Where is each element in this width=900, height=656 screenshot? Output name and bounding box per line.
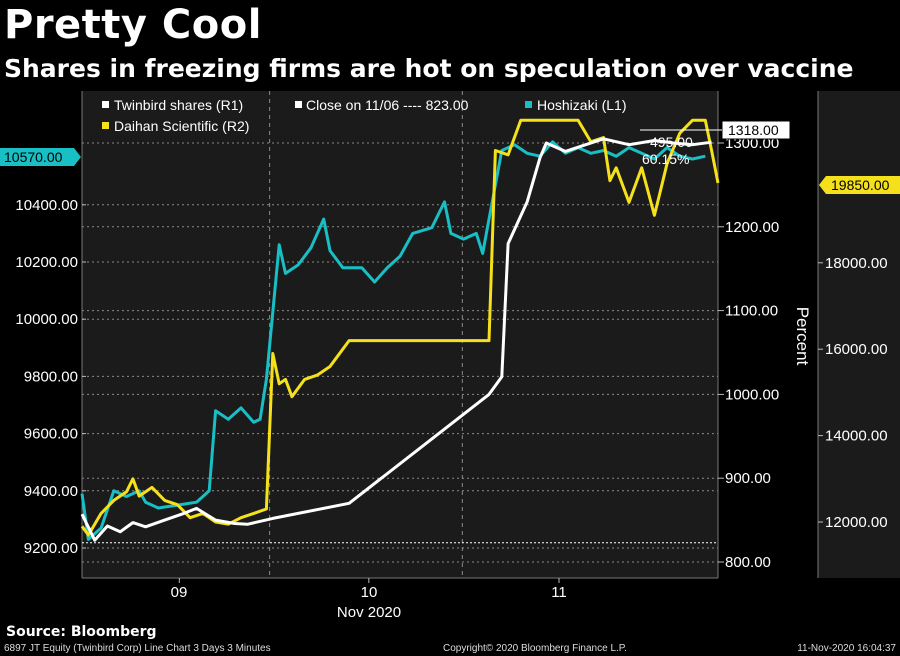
legend-swatch-close bbox=[295, 101, 302, 108]
x-tick-label-11: 11 bbox=[551, 584, 567, 601]
hoshizaki-last-label: 10570.00 bbox=[4, 149, 63, 165]
l1-tick-label: 10400.00 bbox=[15, 197, 78, 214]
legend-label-hoshizaki: Hoshizaki (L1) bbox=[537, 97, 626, 113]
daihan-last-tag bbox=[819, 176, 900, 194]
twinbird-series-line bbox=[80, 137, 712, 542]
legend-label-twinbird: Twinbird shares (R1) bbox=[114, 97, 243, 113]
daihan-series-line bbox=[80, 118, 720, 537]
r2-tick-label: 14000.00 bbox=[825, 428, 888, 445]
page-subtitle: Shares in freezing firms are hot on spec… bbox=[4, 54, 854, 83]
annotations: 1318.00 10570.00 19850.00 495.00 60.15% bbox=[0, 120, 900, 194]
source-note: Source: Bloomberg bbox=[6, 624, 157, 640]
x-tick-label-10: 10 bbox=[361, 584, 378, 601]
l1-tick-label: 10200.00 bbox=[15, 254, 78, 271]
axis-labels: 9200.00 9400.00 9600.00 9800.00 10000.00 1020… bbox=[15, 135, 888, 583]
legend-swatch-daihan bbox=[102, 122, 109, 129]
footer-description: 6897 JT Equity (Twinbird Corp) Line Char… bbox=[4, 643, 271, 654]
right-axis-panel bbox=[818, 91, 900, 578]
r1-tick-label: 1100.00 bbox=[725, 303, 778, 320]
legend-label-daihan: Daihan Scientific (R2) bbox=[114, 118, 249, 134]
gridlines bbox=[82, 142, 718, 563]
twinbird-last-label: 1318.00 bbox=[728, 122, 779, 138]
legend-swatch-twinbird bbox=[102, 101, 109, 108]
hoshizaki-series-line bbox=[80, 140, 706, 541]
daihan-last-label: 19850.00 bbox=[831, 177, 890, 193]
l1-tick-label: 9800.00 bbox=[24, 368, 78, 385]
l1-tick-label: 10000.00 bbox=[15, 311, 78, 328]
legend: Twinbird shares (R1) Close on 11/06 ----… bbox=[102, 97, 626, 134]
footer-bar: 6897 JT Equity (Twinbird Corp) Line Char… bbox=[0, 641, 900, 656]
change-value-label: 495.00 bbox=[650, 134, 693, 150]
l1-tick-label: 9400.00 bbox=[24, 483, 78, 500]
legend-swatch-hoshizaki bbox=[525, 101, 532, 108]
page-title: Pretty Cool bbox=[4, 2, 262, 48]
change-pct-label: 60.15% bbox=[642, 151, 689, 167]
x-axis-month-label: Nov 2020 bbox=[337, 604, 401, 621]
r1-tick-label: 1000.00 bbox=[725, 386, 779, 403]
l1-tick-label: 9200.00 bbox=[24, 540, 78, 557]
r2-tick-label: 18000.00 bbox=[825, 255, 888, 272]
r1-tick-label: 800.00 bbox=[725, 554, 771, 571]
r1-tick-label: 900.00 bbox=[725, 470, 771, 487]
r1-axis-title: Percent bbox=[793, 307, 812, 366]
r1-tick-label: 1200.00 bbox=[725, 219, 779, 236]
r2-tick-label: 12000.00 bbox=[825, 514, 888, 531]
hoshizaki-last-tag bbox=[0, 148, 81, 166]
legend-label-close: Close on 11/06 ---- 823.00 bbox=[306, 97, 469, 113]
plot-area bbox=[82, 91, 718, 578]
line-chart: 9200.00 9400.00 9600.00 9800.00 10000.00 1020… bbox=[0, 91, 900, 621]
footer-copyright: Copyright© 2020 Bloomberg Finance L.P. bbox=[443, 643, 627, 654]
l1-tick-label: 9600.00 bbox=[24, 426, 78, 443]
series-lines bbox=[80, 118, 720, 542]
r2-tick-label: 16000.00 bbox=[825, 341, 888, 358]
footer-timestamp: 11-Nov-2020 16:04:37 bbox=[797, 643, 896, 654]
x-tick-label-09: 09 bbox=[171, 584, 188, 601]
